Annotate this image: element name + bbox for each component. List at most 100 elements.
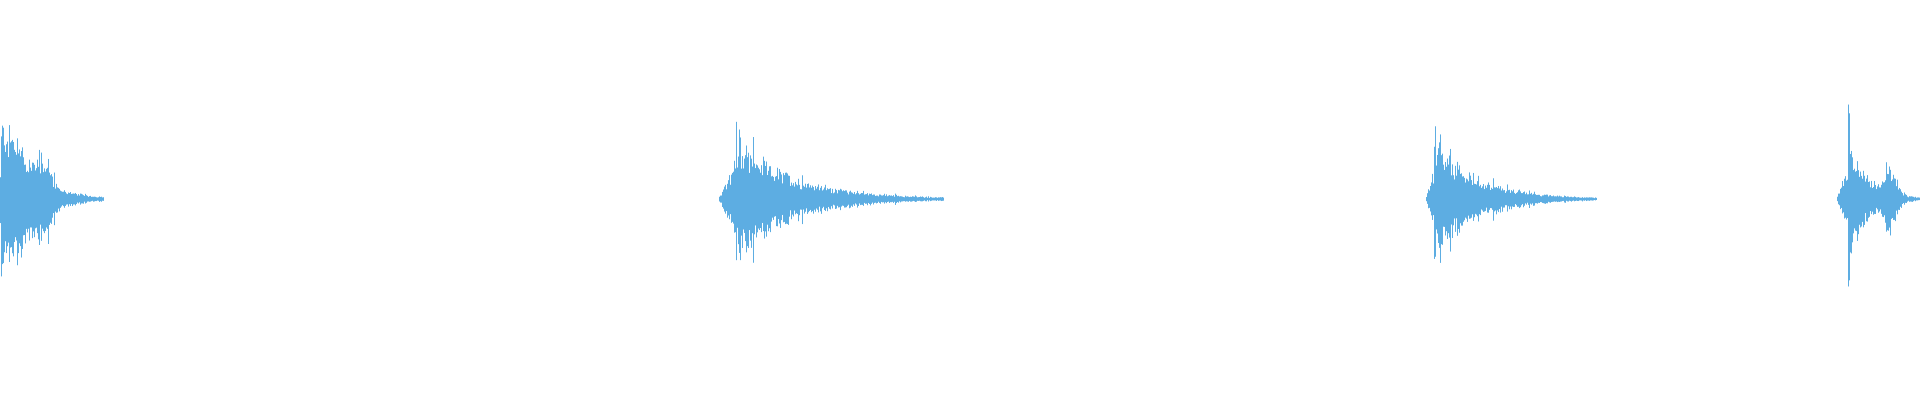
waveform-sample-bar [52,176,53,218]
waveform-sample-bar [1887,173,1888,231]
waveform-sample-bar [873,194,874,205]
waveform-sample-bar [755,168,756,226]
waveform-sample-bar [1456,175,1457,219]
waveform-sample-bar [1862,178,1863,222]
waveform-sample-bar [900,196,901,203]
waveform-sample-bar [911,196,912,202]
waveform-sample-bar [1580,197,1581,201]
waveform-sample-bar [836,190,837,209]
waveform-sample-bar [1462,176,1463,226]
waveform-sample-bar [1555,196,1556,202]
waveform-sample-bar [1524,191,1525,206]
waveform-sample-bar [925,197,926,202]
waveform-sample-bar [1866,178,1867,222]
waveform-sample-bar [942,197,943,201]
waveform-sample-bar [19,149,20,244]
waveform-sample-bar [933,197,934,201]
waveform-sample-bar [1511,190,1512,210]
waveform-sample-bar [727,183,728,218]
waveform-sample-bar [734,160,735,233]
waveform-sample-bar [1453,175,1454,226]
waveform-sample-bar [804,186,805,214]
waveform-sample-bar [1586,197,1587,202]
waveform-sample-bar [1482,186,1483,211]
waveform-sample-bar [1477,181,1478,217]
waveform-sample-bar [732,172,733,222]
waveform-sample-bar [922,196,923,202]
waveform-sample-bar [728,180,729,216]
waveform-sample-bar [1870,187,1871,212]
waveform-sample-bar [1914,197,1915,201]
waveform-sample-bar [740,137,741,261]
waveform-sample-bar [943,197,944,201]
waveform-sample-bar [1536,194,1537,204]
waveform-sample-bar [792,185,793,215]
waveform-sample-bar [1546,194,1547,204]
waveform-sample-bar [80,193,81,205]
waveform-sample-bar [1911,196,1912,202]
waveform-sample-bar [1583,197,1584,201]
waveform-sample-bar [1578,197,1579,202]
waveform-sample-bar [759,169,760,230]
waveform-sample-bar [1441,155,1442,245]
waveform-sample-bar [748,152,749,249]
waveform-sample-bar [723,189,724,209]
waveform-sample-bar [8,157,9,243]
waveform-sample-bar [1876,189,1877,208]
waveform-sample-bar [1532,194,1533,204]
waveform-sample-bar [86,195,87,203]
waveform-sample-bar [905,195,906,202]
waveform-sample-bar [1437,154,1438,234]
waveform-sample-bar [1505,192,1506,206]
waveform-sample-bar [1917,197,1918,201]
waveform-sample-bar [794,186,795,211]
waveform-sample-bar [39,149,40,245]
waveform-sample-bar [1889,166,1890,228]
waveform-sample-bar [761,165,762,233]
waveform-sample-bar [1435,126,1436,257]
waveform-sample-bar [66,193,67,205]
waveform-sample-bar [1539,194,1540,203]
waveform-sample-bar [934,197,935,201]
waveform-sample-bar [1483,184,1484,212]
waveform-sample-bar [1590,197,1591,201]
waveform-sample-bar [861,192,862,205]
waveform-sample-bar [96,197,97,202]
waveform-sample-bar [846,190,847,208]
waveform-sample-bar [1506,191,1507,206]
waveform-sample-bar [1547,194,1548,204]
waveform-sample-bar [1534,191,1535,206]
waveform-sample-bar [1867,175,1868,222]
waveform-sample-bar [780,171,781,228]
waveform-sample-bar [739,129,740,253]
waveform-sample-bar [721,195,722,203]
waveform-sample-bar [1471,180,1472,218]
waveform-sample-bar [97,197,98,201]
waveform-sample-bar [1897,179,1898,215]
waveform-sample-bar [1918,197,1919,201]
waveform-sample-bar [774,180,775,217]
waveform-sample-bar [1550,195,1551,203]
waveform-sample-bar [54,172,55,226]
waveform-sample-bar [884,193,885,204]
waveform-sample-bar [1495,187,1496,211]
waveform-sample-bar [837,193,838,206]
waveform-sample-bar [908,196,909,202]
waveform-sample-bar [1529,190,1530,209]
waveform-sample-bar [785,172,786,225]
waveform-sample-bar [1459,165,1460,233]
waveform-sample-bar [777,167,778,227]
waveform-sample-bar [826,190,827,209]
waveform-sample-bar [40,173,41,225]
waveform-sample-bar [87,195,88,202]
waveform-sample-bar [1503,190,1504,208]
waveform-sample-bar [1475,183,1476,214]
waveform-sample-bar [103,197,104,201]
waveform-sample-bar [941,197,942,202]
waveform-sample-bar [1455,165,1456,232]
waveform-sample-bar [1548,196,1549,202]
waveform-sample-bar [1890,169,1891,236]
waveform-sample-bar [88,196,89,202]
